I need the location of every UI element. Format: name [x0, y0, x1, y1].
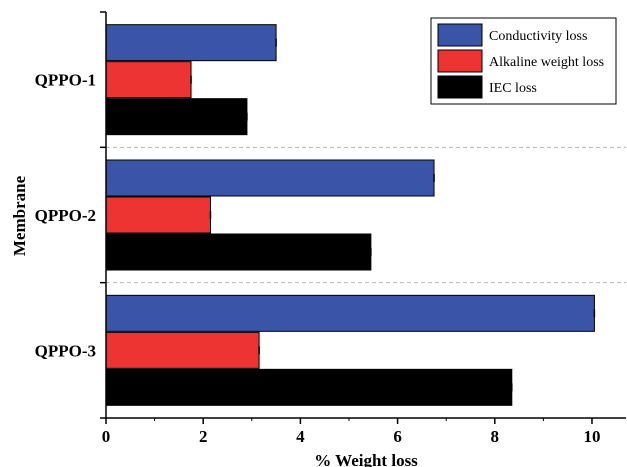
axes	[105, 12, 626, 419]
category-label-qppo-2: QPPO-2	[35, 206, 96, 225]
bar-qppo-2-conductivity-loss	[105, 159, 435, 197]
bar-qppo-3-iec-loss	[105, 368, 513, 406]
bar-qppo-2-alkaline-weight-loss	[105, 196, 211, 234]
x-tick-label: 8	[491, 427, 500, 446]
legend-swatch-iec-loss	[437, 75, 483, 99]
legend-label-alkaline-weight-loss: Alkaline weight loss	[489, 55, 604, 70]
y-axis-title: Membrane	[10, 175, 29, 256]
bars	[105, 24, 596, 406]
x-tick-label: 2	[199, 427, 208, 446]
legend-label-iec-loss: IEC loss	[489, 81, 537, 96]
x-tick-label: 0	[102, 427, 111, 446]
bar-qppo-1-conductivity-loss	[105, 24, 277, 62]
legend-swatch-conductivity-loss	[437, 23, 483, 47]
x-axis-title: % Weight loss	[314, 451, 418, 467]
x-tick-label: 10	[583, 427, 600, 446]
y-ticks: QPPO-1 QPPO-2 QPPO-3	[35, 11, 106, 419]
bar-qppo-3-alkaline-weight-loss	[105, 331, 260, 369]
bar-qppo-1-alkaline-weight-loss	[105, 61, 192, 99]
legend: Conductivity loss Alkaline weight loss IEC…	[430, 17, 617, 105]
bar-qppo-3-conductivity-loss	[105, 294, 595, 332]
legend-swatch-alkaline-weight-loss	[437, 49, 483, 73]
x-ticks: 0 2 4 6 8 10	[102, 418, 600, 446]
legend-label-conductivity-loss: Conductivity loss	[489, 29, 587, 44]
x-tick-label: 4	[296, 427, 305, 446]
bar-qppo-2-iec-loss	[105, 233, 372, 271]
category-label-qppo-3: QPPO-3	[35, 341, 96, 360]
category-separators	[106, 146, 626, 284]
x-tick-label: 6	[393, 427, 402, 446]
category-label-qppo-1: QPPO-1	[35, 71, 96, 90]
bar-qppo-1-iec-loss	[105, 98, 248, 136]
